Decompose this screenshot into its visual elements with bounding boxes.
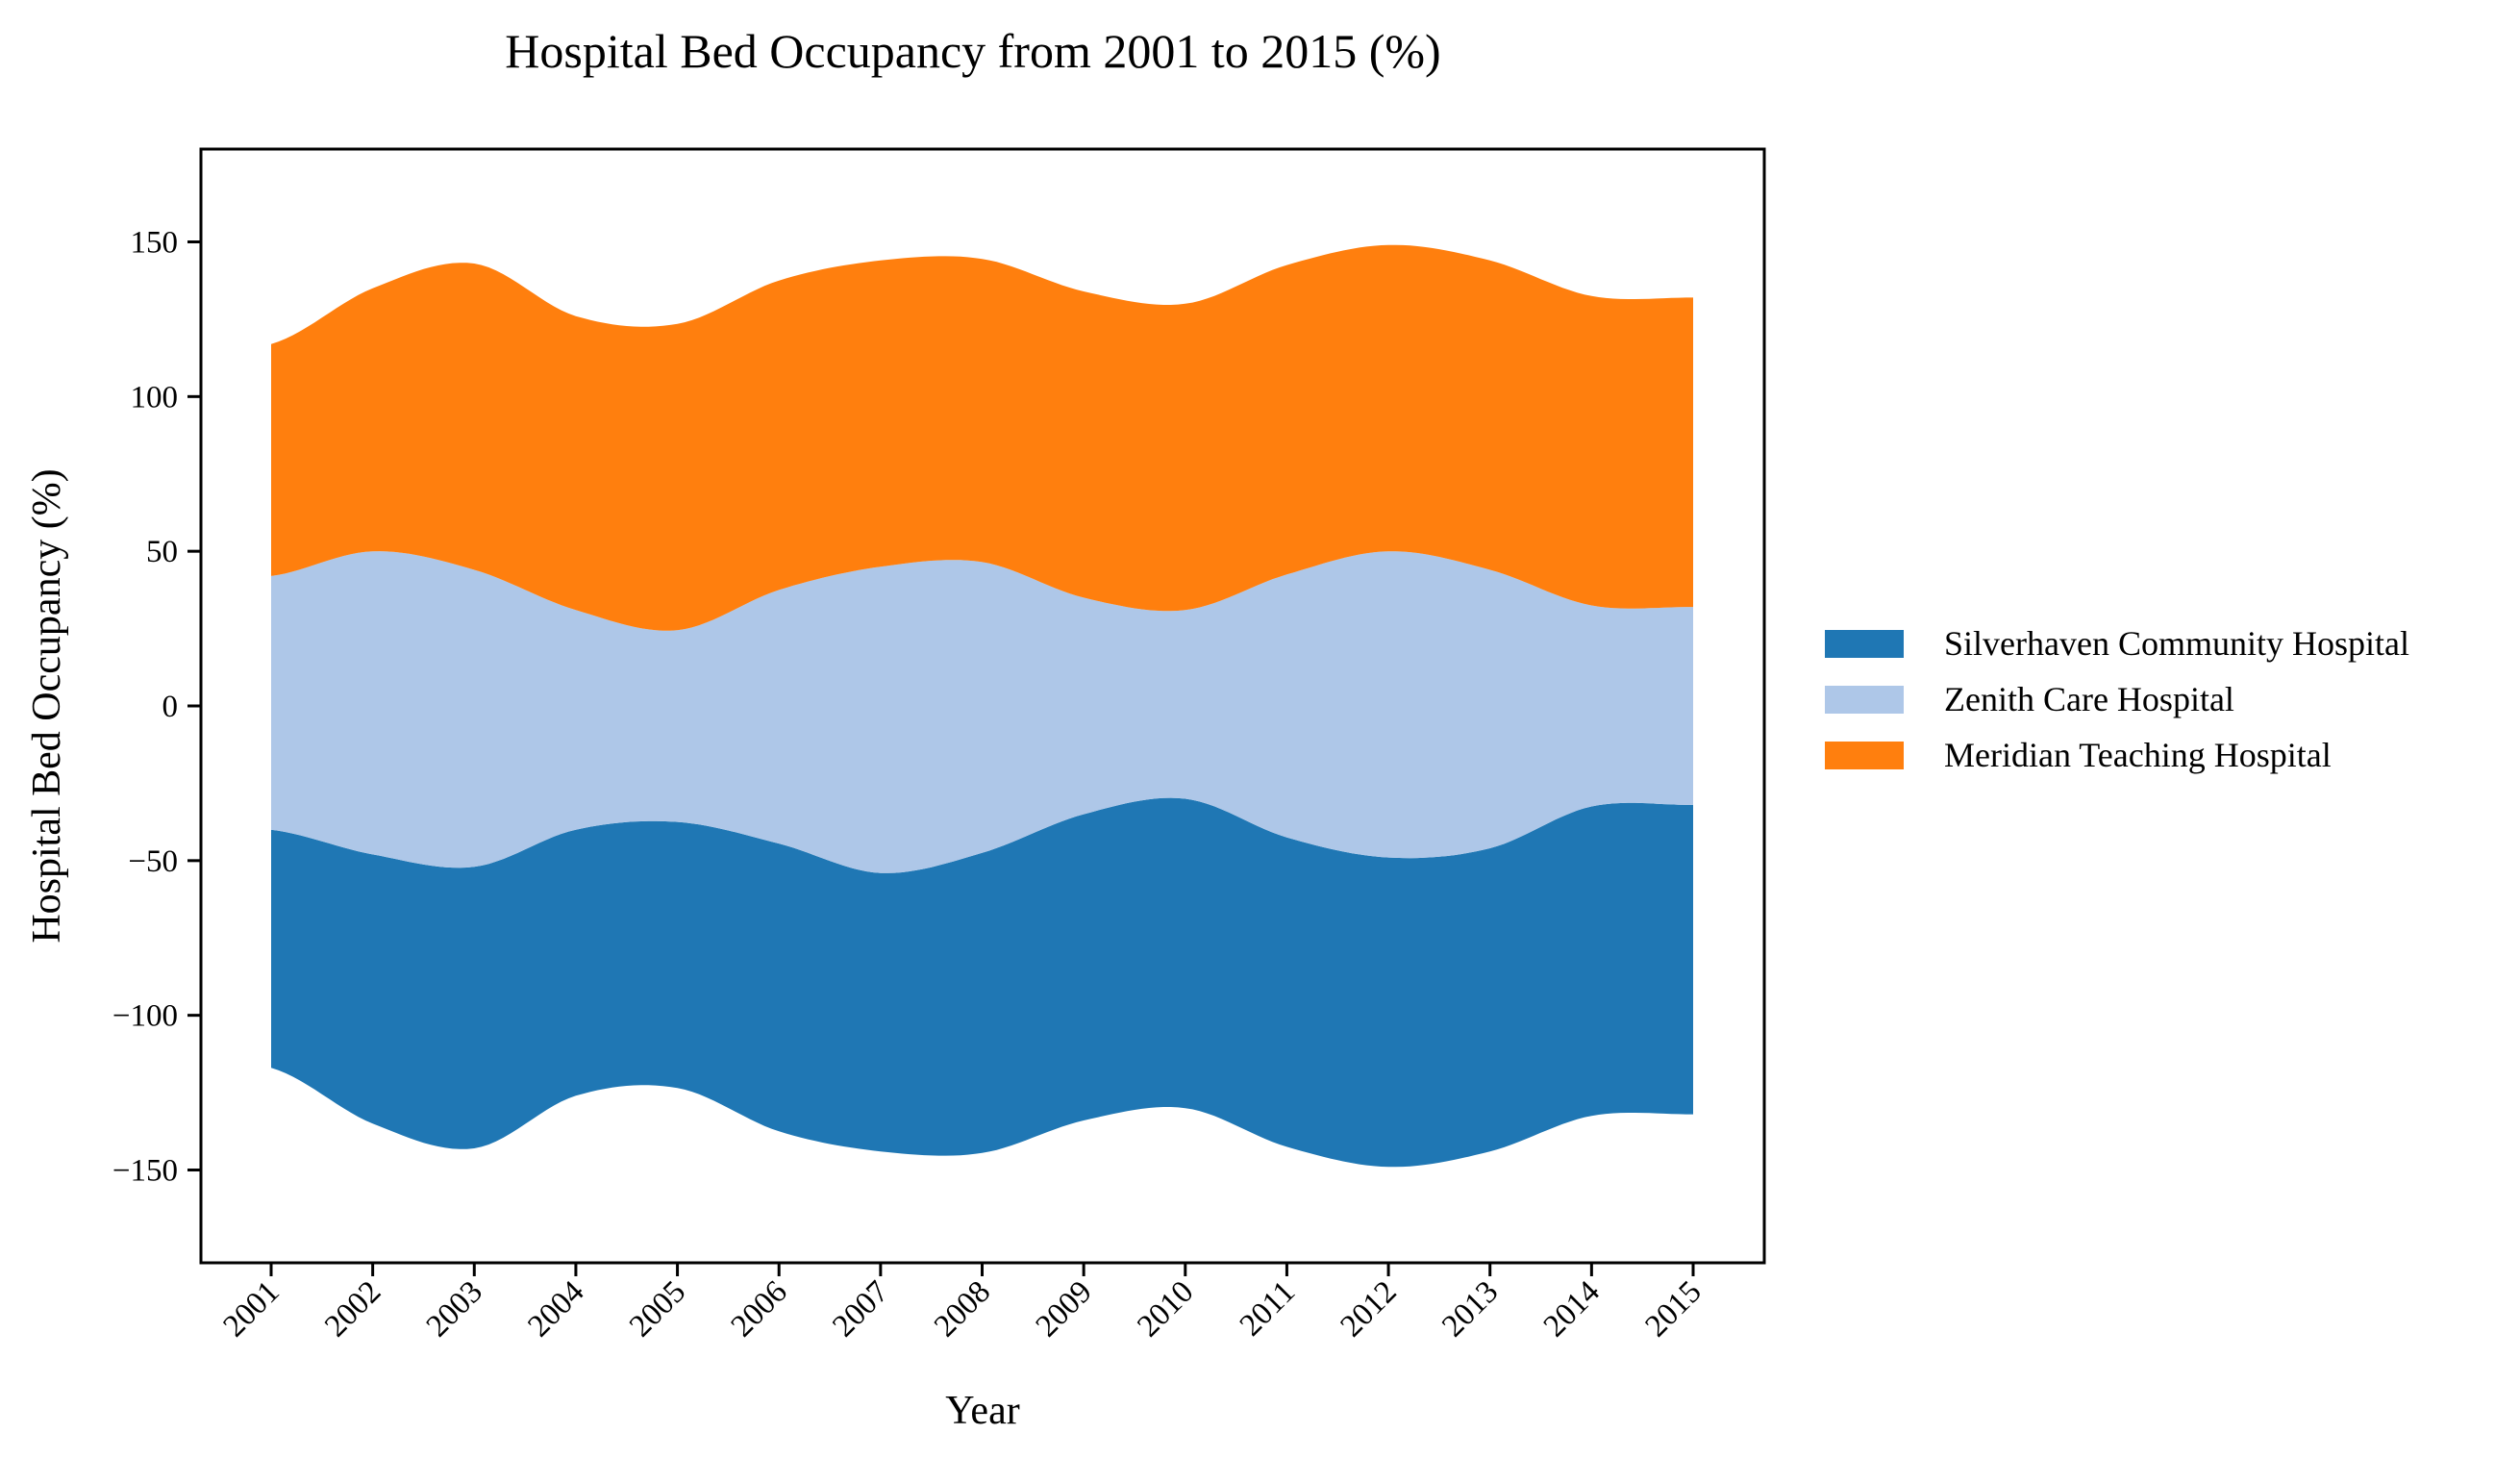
x-tick-label: 2001 [217, 1274, 287, 1344]
x-tick-label: 2002 [318, 1274, 387, 1344]
stream-areas [271, 244, 1693, 1168]
legend-label: Zenith Care Hospital [1944, 680, 2234, 718]
y-tick-label: 100 [131, 380, 179, 415]
legend-label: Silverhaven Community Hospital [1944, 624, 2409, 663]
x-tick-label: 2005 [623, 1274, 692, 1344]
y-tick-label: 150 [131, 226, 179, 261]
x-tick-label: 2003 [420, 1274, 489, 1344]
x-tick-label: 2009 [1030, 1274, 1099, 1344]
y-tick-label: −150 [112, 1154, 178, 1189]
x-tick-label: 2011 [1234, 1274, 1302, 1343]
legend-label: Meridian Teaching Hospital [1944, 736, 2332, 774]
y-axis: −150 −100 −50 0 50 100 150 [112, 226, 201, 1189]
x-tick-label: 2006 [725, 1274, 794, 1344]
x-tick-label: 2013 [1435, 1274, 1505, 1344]
series-area-1 [271, 797, 1693, 1168]
legend-swatch [1825, 742, 1904, 769]
y-tick-label: −100 [112, 999, 178, 1034]
series-area-3 [271, 244, 1693, 631]
x-axis: 2001 2002 2003 2004 2005 2006 2007 2008 2009 2010… [217, 1263, 1709, 1344]
x-tick-label: 2012 [1335, 1274, 1404, 1344]
y-axis-label: Hospital Bed Occupancy (%) [25, 468, 69, 943]
x-tick-label: 2010 [1131, 1274, 1200, 1344]
y-tick-label: −50 [128, 844, 178, 879]
y-tick-label: 50 [146, 535, 178, 569]
x-tick-label: 2014 [1537, 1274, 1607, 1344]
x-tick-label: 2008 [928, 1274, 997, 1344]
legend: Silverhaven Community Hospital Zenith Car… [1825, 624, 2409, 774]
legend-swatch [1825, 630, 1904, 658]
legend-swatch [1825, 686, 1904, 714]
series-area-2 [271, 551, 1693, 873]
x-axis-label: Year [945, 1389, 1019, 1433]
x-tick-label: 2007 [826, 1274, 895, 1344]
x-tick-label: 2015 [1639, 1274, 1709, 1344]
y-tick-label: 0 [162, 690, 179, 724]
chart-title: Hospital Bed Occupancy from 2001 to 2015… [505, 24, 1440, 78]
x-tick-label: 2004 [521, 1274, 590, 1344]
